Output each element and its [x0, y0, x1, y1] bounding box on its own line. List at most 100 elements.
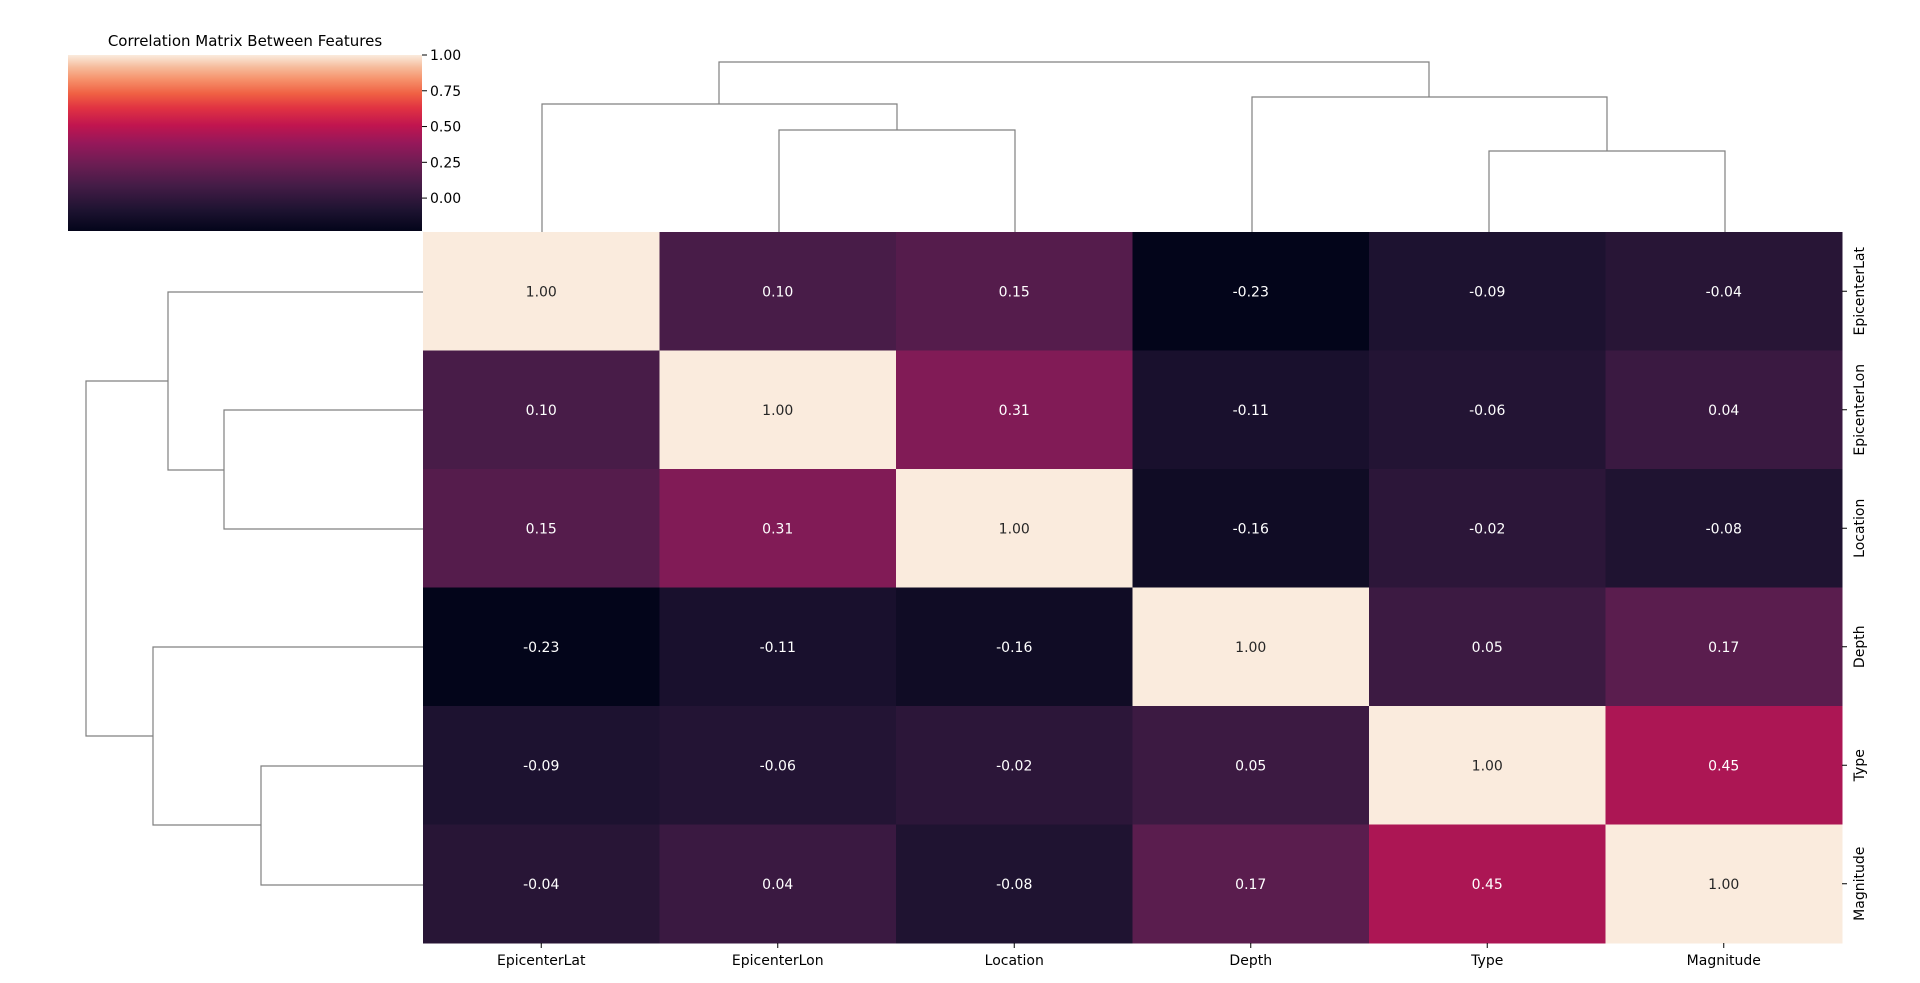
y-axis-tick-labels: EpicenterLat EpicenterLon Location Depth Typ… — [1842, 246, 1868, 921]
cell-value-label: -0.11 — [1233, 403, 1269, 419]
heatmap-cell — [1369, 824, 1606, 944]
heatmap-cell — [423, 350, 660, 470]
cell-value-label: 1.00 — [526, 284, 557, 300]
y-tick-label: EpicenterLat — [1852, 246, 1868, 335]
cell-value-label: -0.16 — [1233, 521, 1269, 537]
heatmap-cell — [1369, 469, 1606, 588]
colorbar-tick-label: 1.00 — [430, 48, 461, 64]
heatmap-cell — [1605, 232, 1843, 351]
cell-value-label: -0.08 — [996, 877, 1032, 893]
cell-value-label: 0.45 — [1708, 758, 1739, 774]
cell-value-label: 1.00 — [762, 403, 793, 419]
cell-value-label: 0.04 — [1708, 403, 1739, 419]
heatmap-cell — [1132, 587, 1370, 707]
y-tick-label: Type — [1852, 749, 1868, 782]
heatmap-cell — [1132, 469, 1370, 588]
heatmap-cell — [1132, 232, 1370, 351]
cell-value-label: 0.05 — [1472, 640, 1503, 656]
heatmap-cell — [1605, 706, 1843, 825]
heatmap-cell — [659, 824, 897, 944]
heatmap-cell — [659, 350, 897, 470]
heatmap-cell — [423, 469, 660, 588]
cell-value-label: -0.23 — [523, 640, 559, 656]
x-tick-label: Depth — [1229, 953, 1272, 969]
heatmap-cell — [423, 706, 660, 825]
colorbar-ticks: 1.00 0.75 0.50 0.25 0.00 — [422, 48, 461, 207]
colorbar-gradient — [68, 55, 422, 231]
colorbar: 1.00 0.75 0.50 0.25 0.00 — [68, 48, 461, 231]
heatmap-cell — [1132, 350, 1370, 470]
cell-value-label: -0.16 — [996, 640, 1032, 656]
y-tick-label: EpicenterLon — [1852, 364, 1868, 456]
cell-value-label: -0.04 — [1706, 284, 1742, 300]
cell-value-label: 0.31 — [762, 521, 793, 537]
heatmap-cell — [659, 587, 897, 707]
cell-value-label: 1.00 — [1472, 758, 1503, 774]
cell-value-label: 1.00 — [1235, 640, 1266, 656]
colorbar-tick-label: 0.75 — [430, 84, 461, 100]
heatmap-cell — [896, 824, 1133, 944]
column-dendrogram — [541, 61, 1726, 232]
heatmap-cell — [1369, 232, 1606, 351]
heatmap-cell — [659, 232, 897, 351]
cell-value-label: -0.02 — [1469, 521, 1505, 537]
cell-value-label: -0.09 — [1469, 284, 1505, 300]
heatmap-cells — [423, 232, 1843, 944]
heatmap-cell — [1369, 350, 1606, 470]
chart-title: Correlation Matrix Between Features — [108, 32, 383, 50]
x-tick-label: Location — [985, 953, 1044, 969]
cell-value-label: 0.31 — [999, 403, 1030, 419]
heatmap-cell — [659, 469, 897, 588]
heatmap-cell — [896, 587, 1133, 707]
x-axis-tick-labels: EpicenterLat EpicenterLon Location Depth Typ… — [497, 943, 1761, 969]
dendrogram-link — [85, 380, 168, 737]
heatmap-cell — [1132, 706, 1370, 825]
colorbar-tick-label: 0.50 — [430, 120, 461, 136]
heatmap-cell — [423, 232, 660, 351]
heatmap-cell — [1605, 587, 1843, 707]
cell-value-label: 0.17 — [1708, 640, 1739, 656]
cell-value-label: -0.02 — [996, 758, 1032, 774]
cell-value-label: 0.17 — [1235, 877, 1266, 893]
colorbar-tick-label: 0.25 — [430, 155, 461, 171]
cell-value-label: -0.06 — [1469, 403, 1505, 419]
cell-value-label: 0.10 — [762, 284, 793, 300]
cell-value-label: -0.11 — [760, 640, 796, 656]
cell-value-label: -0.08 — [1706, 521, 1742, 537]
cell-value-label: 1.00 — [999, 521, 1030, 537]
heatmap-cell — [1132, 824, 1370, 944]
cell-value-label: 0.45 — [1472, 877, 1503, 893]
cell-value-label: -0.23 — [1233, 284, 1269, 300]
heatmap-annotations: 1.00 0.10 0.15 -0.23 -0.09 -0.04 0.10 1.00 0.31 -… — [523, 284, 1742, 893]
cell-value-label: 1.00 — [1708, 877, 1739, 893]
heatmap-cell — [1605, 824, 1843, 944]
cell-value-label: 0.05 — [1235, 758, 1266, 774]
heatmap-cell — [896, 232, 1133, 351]
dendrogram-link — [718, 61, 1430, 104]
heatmap-cell — [1605, 469, 1843, 588]
heatmap-cell — [423, 587, 660, 707]
x-tick-label: EpicenterLat — [497, 953, 586, 969]
cell-value-label: -0.09 — [523, 758, 559, 774]
colorbar-tick-label: 0.00 — [430, 191, 461, 207]
heatmap-cell — [1605, 350, 1843, 470]
heatmap-cell — [1369, 706, 1606, 825]
heatmap-cell — [1369, 587, 1606, 707]
heatmap-cell — [659, 706, 897, 825]
cell-value-label: -0.06 — [760, 758, 796, 774]
heatmap-cell — [896, 469, 1133, 588]
heatmap-cell — [896, 350, 1133, 470]
cell-value-label: 0.15 — [526, 521, 557, 537]
x-tick-label: Magnitude — [1687, 953, 1761, 969]
heatmap-cell — [896, 706, 1133, 825]
row-dendrogram — [85, 291, 423, 886]
cell-value-label: 0.04 — [762, 877, 793, 893]
y-tick-label: Depth — [1852, 625, 1868, 668]
y-tick-label: Location — [1852, 499, 1868, 558]
y-tick-label: Magnitude — [1852, 847, 1868, 921]
cell-value-label: 0.10 — [526, 403, 557, 419]
cell-value-label: 0.15 — [999, 284, 1030, 300]
x-tick-label: Type — [1470, 953, 1503, 969]
x-tick-label: EpicenterLon — [732, 953, 824, 969]
